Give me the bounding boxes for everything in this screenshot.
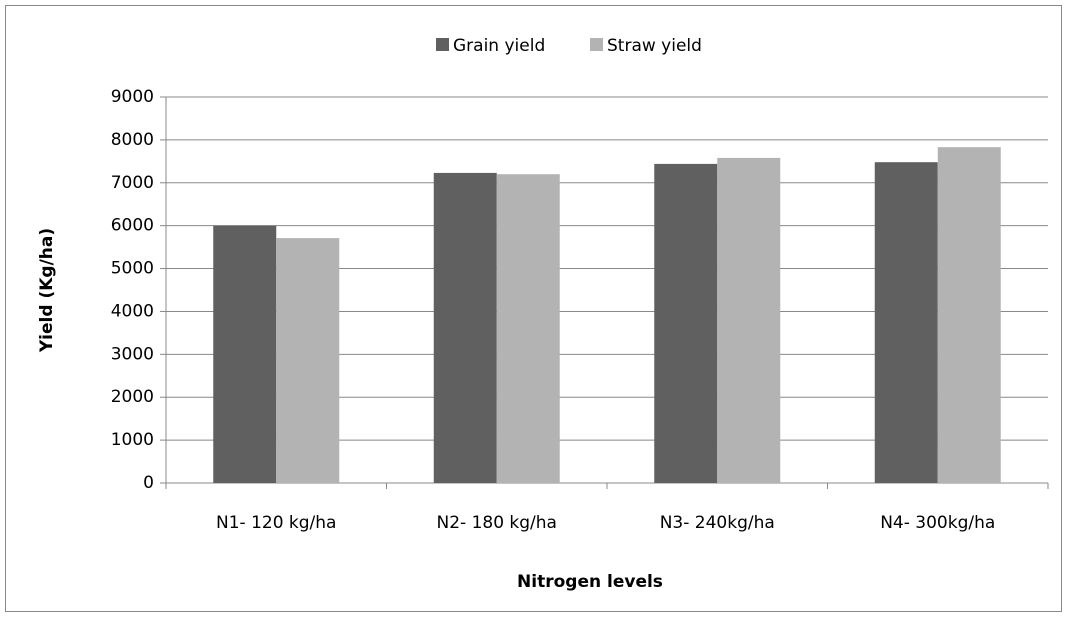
legend-swatch	[590, 38, 603, 51]
bar	[496, 174, 560, 483]
bar	[654, 163, 718, 483]
y-tick-label: 4000	[111, 301, 154, 321]
x-axis-title: Nitrogen levels	[517, 572, 663, 592]
x-tick-label: N4- 300kg/ha	[880, 513, 995, 533]
bar	[276, 238, 340, 483]
y-tick-label: 2000	[111, 387, 154, 407]
bar	[717, 157, 781, 483]
legend-label: Straw yield	[607, 36, 702, 56]
x-tick-label: N2- 180 kg/ha	[437, 513, 557, 533]
y-tick-label: 8000	[111, 130, 154, 150]
y-tick-label: 3000	[111, 344, 154, 364]
y-tick-label: 7000	[111, 173, 154, 193]
y-tick-label: 9000	[111, 87, 154, 107]
bar	[874, 162, 938, 484]
bar	[213, 225, 277, 483]
legend-swatch	[436, 38, 449, 51]
x-tick-label: N3- 240kg/ha	[660, 513, 775, 533]
y-axis-title: Yield (Kg/ha)	[37, 228, 57, 353]
legend-label: Grain yield	[453, 36, 545, 56]
y-tick-label: 0	[143, 473, 154, 493]
bar	[937, 147, 1001, 483]
x-tick-label: N1- 120 kg/ha	[216, 513, 336, 533]
bar	[433, 172, 497, 483]
y-tick-label: 1000	[111, 430, 154, 450]
y-tick-label: 6000	[111, 216, 154, 236]
y-tick-label: 5000	[111, 259, 154, 279]
